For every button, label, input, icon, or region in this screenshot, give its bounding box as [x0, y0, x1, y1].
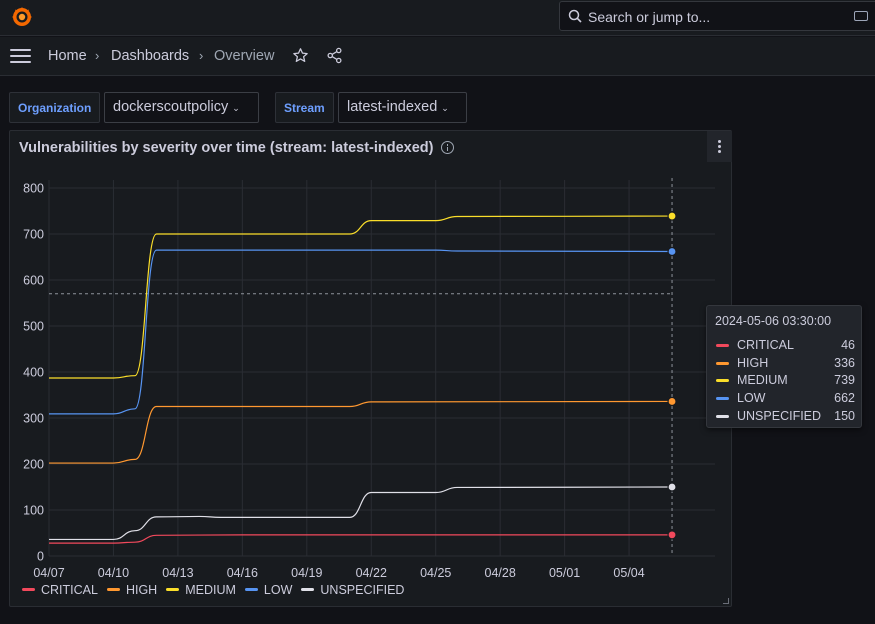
tooltip-series-value: 150: [834, 408, 855, 423]
legend-item-medium[interactable]: MEDIUM: [166, 583, 236, 597]
stream-select-value: latest-indexed: [347, 99, 438, 115]
search-placeholder: Search or jump to...: [588, 9, 711, 25]
tooltip-series-value: 662: [834, 391, 855, 406]
legend-swatch: [22, 588, 35, 592]
search-icon: [568, 9, 582, 23]
tooltip-series-name: LOW: [737, 391, 766, 406]
tooltip-swatch: [716, 397, 729, 401]
variable-label-stream: Stream: [275, 92, 334, 123]
panel-title: Vulnerabilities by severity over time (s…: [19, 140, 434, 156]
legend-label: HIGH: [125, 583, 158, 597]
keyboard-icon: [854, 11, 868, 21]
legend-item-unspecified[interactable]: UNSPECIFIED: [301, 583, 404, 597]
tooltip-series-value: 739: [834, 373, 855, 388]
tooltip-series-value: 336: [834, 355, 855, 370]
panel-resize-handle[interactable]: [723, 598, 729, 604]
organization-select-value: dockerscoutpolicy: [113, 99, 229, 115]
tooltip-row: UNSPECIFIED 150: [715, 409, 855, 425]
tooltip-time: 2024-05-06 03:30:00: [715, 314, 832, 328]
legend-item-critical[interactable]: CRITICAL: [22, 583, 98, 597]
legend-swatch: [244, 588, 258, 592]
grafana-logo-icon[interactable]: [10, 5, 34, 29]
menu-toggle-button[interactable]: [10, 49, 31, 65]
legend-label: MEDIUM: [185, 583, 236, 597]
stream-select[interactable]: latest-indexed ⌄: [338, 92, 467, 123]
panel-menu-button[interactable]: [707, 131, 732, 162]
tooltip-series-value: 46: [841, 338, 855, 352]
timeseries-panel: Vulnerabilities by severity over time (s…: [9, 130, 732, 607]
top-bar: Search or jump to...: [0, 0, 875, 36]
tooltip-row: CRITICAL 46: [715, 338, 855, 354]
variable-label-organization: Organization: [9, 92, 101, 123]
tooltip-row: MEDIUM 739: [715, 373, 855, 389]
organization-select[interactable]: dockerscoutpolicy ⌄: [104, 92, 259, 123]
hover-tooltip: 2024-05-06 03:30:00 CRITICAL 46 HIGH 336 MED…: [706, 305, 862, 428]
tooltip-series-name: HIGH: [737, 355, 769, 370]
chart-legend: CRITICAL HIGH MEDIUM LOW UNSPECIFIED: [22, 583, 413, 599]
legend-label: CRITICAL: [41, 583, 98, 597]
search-input[interactable]: Search or jump to...: [559, 1, 875, 31]
legend-item-low[interactable]: LOW: [244, 583, 293, 597]
tooltip-series-name: MEDIUM: [737, 373, 788, 388]
share-icon[interactable]: [326, 47, 343, 64]
tooltip-series-name: CRITICAL: [737, 338, 794, 352]
breadcrumb-separator-icon: ›: [199, 48, 204, 63]
breadcrumb-home[interactable]: Home: [48, 48, 87, 64]
tooltip-row: LOW 662: [715, 391, 855, 407]
tooltip-row: HIGH 336: [715, 356, 855, 372]
legend-swatch: [106, 588, 120, 592]
chevron-down-icon: ⌄: [441, 103, 449, 113]
star-icon[interactable]: [292, 47, 309, 64]
tooltip-swatch: [716, 361, 729, 365]
chevron-down-icon: ⌄: [232, 103, 240, 113]
legend-label: UNSPECIFIED: [320, 583, 405, 597]
legend-label: LOW: [263, 583, 293, 597]
tooltip-swatch: [716, 414, 729, 418]
info-icon[interactable]: [441, 141, 454, 154]
breadcrumb-separator-icon: ›: [95, 48, 100, 63]
breadcrumb-dashboards[interactable]: Dashboards: [111, 48, 190, 64]
legend-item-high[interactable]: HIGH: [106, 583, 158, 597]
tooltip-series-name: UNSPECIFIED: [737, 408, 822, 423]
legend-swatch: [301, 588, 315, 592]
tooltip-swatch: [716, 379, 729, 383]
breadcrumb-bar: Home › Dashboards › Overview: [0, 37, 875, 76]
breadcrumb-overview: Overview: [214, 48, 275, 64]
legend-swatch: [166, 588, 180, 592]
tooltip-swatch: [716, 344, 729, 347]
